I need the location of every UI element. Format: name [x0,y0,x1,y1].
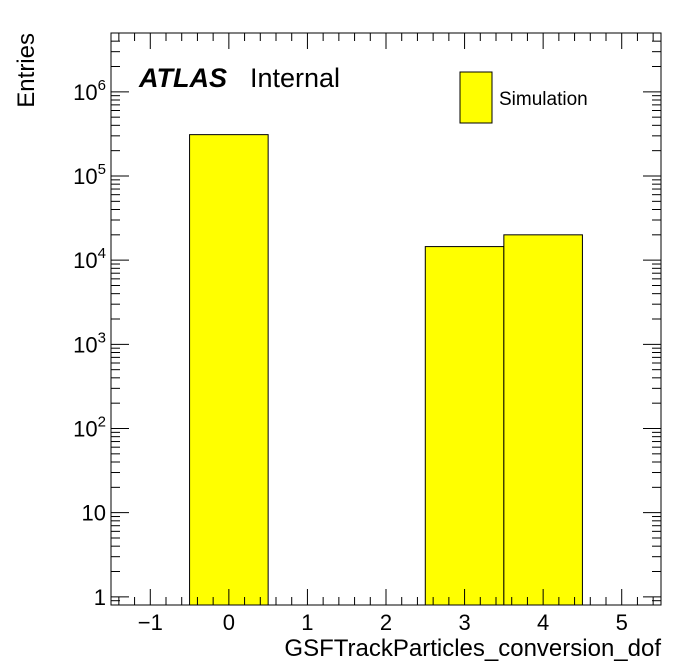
y-tick-label: 104 [73,245,106,273]
bar-2 [503,234,583,606]
x-tick-label: 5 [616,610,628,635]
legend: Simulation [459,71,588,124]
x-axis-title: GSFTrackParticles_conversion_dof [284,635,661,662]
y-tick-label: 106 [73,77,106,105]
y-tick-label: 105 [73,161,106,189]
x-tick-label: 2 [380,610,392,635]
x-tick-label: 0 [223,610,235,635]
y-tick-label: 1 [94,585,106,610]
atlas-label: ATLAS Internal [138,63,340,93]
y-tick-label: 103 [73,329,106,357]
x-tick-label: 1 [301,610,313,635]
legend-swatch-simulation [459,71,493,124]
y-tick-label: 102 [73,414,106,442]
legend-label-simulation: Simulation [499,89,588,110]
y-tick-label: 10 [82,501,106,526]
y-axis-title: Entries [13,33,40,108]
y-tick-labels: 1 10 102 103 104 105 106 [73,77,106,610]
x-tick-labels: −1 0 1 2 3 4 5 [138,610,628,635]
x-tick-label: 3 [458,610,470,635]
x-tick-label: −1 [138,610,163,635]
bar-0 [189,134,269,606]
bars-group [189,134,583,606]
bar-1 [424,246,505,606]
atlas-label-bold: ATLAS [138,63,227,93]
ticks-group [111,32,661,606]
atlas-label-text: Internal [250,63,340,93]
x-tick-label: 4 [537,610,549,635]
